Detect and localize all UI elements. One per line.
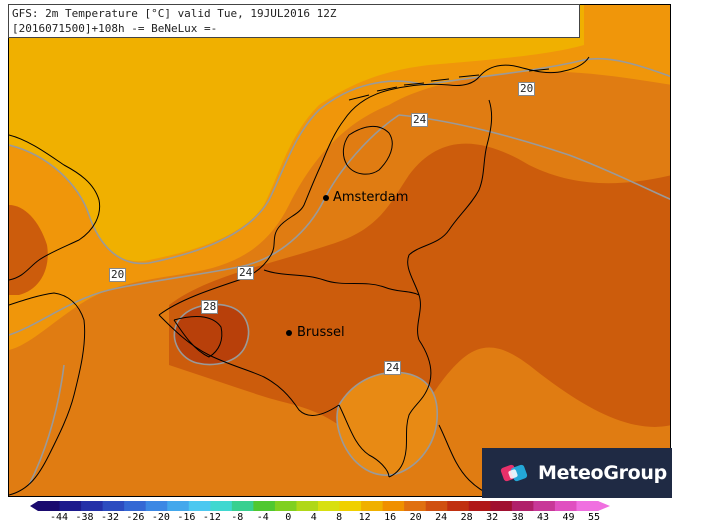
colorbar-segment [81,501,104,511]
title-line-1: GFS: 2m Temperature [°C] valid Tue, 19JU… [12,7,337,20]
colorbar-tick-label: 28 [460,512,473,523]
colorbar-segment [102,501,125,511]
colorbar-tick-label: -38 [75,512,94,523]
colorbar-segment [511,501,534,511]
city-label-amsterdam: Amsterdam [333,190,409,205]
colorbar-tick-label: 20 [409,512,422,523]
border-be-de-lu [388,339,432,478]
colorbar-tick-label: -8 [231,512,244,523]
colorbar-segment [188,501,211,511]
band-hot-24 [169,143,670,432]
colorbar-tick-label: 24 [435,512,448,523]
isotherm-label: 20 [518,82,536,96]
colorbar-tick-label: -16 [177,512,196,523]
colorbar-tick-label: -26 [126,512,145,523]
colorbar-tick-label: 55 [587,512,601,523]
colorbar-tick-label: 38 [511,512,524,523]
coastline-england-south [9,292,86,496]
band-cool-below-20 [9,5,584,262]
meteogroup-logo-icon [500,464,528,482]
colorbar-segment [38,501,61,511]
isotherm-label: 24 [237,266,255,280]
wadden-islands [348,68,550,101]
isotherm-label: 24 [411,113,429,127]
border-lu-fr [338,404,390,478]
colorbar-segment [339,501,362,511]
colorbar-arrow-high [598,501,610,511]
colorbar-segment [274,501,297,511]
band-hottest-28 [174,304,249,365]
border-be-fr [158,314,340,416]
city-marker-brussel [286,330,292,336]
temperature-map [9,5,670,496]
colorbar-tick-label: 49 [562,512,575,523]
colorbar-segment [490,501,513,511]
colorbar-tick-label: 32 [486,512,499,523]
map-title: GFS: 2m Temperature [°C] valid Tue, 19JU… [8,4,580,38]
colorbar-segment [318,501,341,511]
colorbar-segment [468,501,491,511]
coastline-england [9,134,101,281]
colorbar-tick-label: -20 [151,512,170,523]
colorbar-segment [554,501,577,511]
ijsselmeer [342,126,393,175]
map-frame: 20 24 20 24 28 24 Amsterdam Brussel [8,4,671,497]
colorbar-segment [404,501,427,511]
border-be-nl [263,269,420,296]
colorbar-tick-label: -4 [256,512,269,523]
border-region [173,316,223,358]
isotherm-20-north [423,57,670,86]
colorbar-segment [145,501,168,511]
colorbar-arrow-low [30,501,38,511]
colorbar-segment [167,501,190,511]
colorbar-segment [59,501,82,511]
city-label-brussel: Brussel [297,325,345,340]
colorbar-tick-label: 0 [285,512,292,523]
isotherm-label: 28 [201,300,219,314]
isotherm-20-west [9,80,425,265]
colorbar-segment [533,501,556,511]
city-marker-amsterdam [323,195,329,201]
coastline-east [478,56,590,78]
colorbar-tick-label: 16 [384,512,397,523]
colorbar-tick-label: 4 [310,512,317,523]
colorbar-segment [296,501,319,511]
colorbar-segment [231,501,254,511]
band-west-hot [9,205,48,295]
colorbar-tick-label: 43 [536,512,550,523]
isotherm-24-north [398,114,670,200]
colorbar-tick-label: -12 [202,512,221,523]
colorbar-tick-label: -32 [100,512,120,523]
colorbar-segment [447,501,470,511]
temperature-colorbar [30,501,610,511]
title-line-2: [2016071500]+108h -= BeNeLux =- [12,22,218,35]
colorbar-segment [124,501,147,511]
colorbar-tick-label: 8 [336,512,343,523]
colorbar-tick-label: 12 [358,512,371,523]
colorbar-segment [576,501,599,511]
colorbar-tick-label: -44 [49,512,69,523]
colorbar-labels: -44 -38 -32 -26 -20 -16 -12 -8 -4 0 4 8 12 16 20 24 28 32… [0,512,725,525]
brand-watermark: MeteoGroup [482,448,672,498]
brand-name: MeteoGroup [538,462,667,484]
isotherm-24-coast [28,364,65,486]
isotherm-label: 24 [384,361,402,375]
colorbar-segment [210,501,233,511]
colorbar-segment [382,501,405,511]
isotherm-label: 20 [109,268,127,282]
colorbar-segment [361,501,384,511]
colorbar-segment [253,501,276,511]
colorbar-segment [425,501,448,511]
